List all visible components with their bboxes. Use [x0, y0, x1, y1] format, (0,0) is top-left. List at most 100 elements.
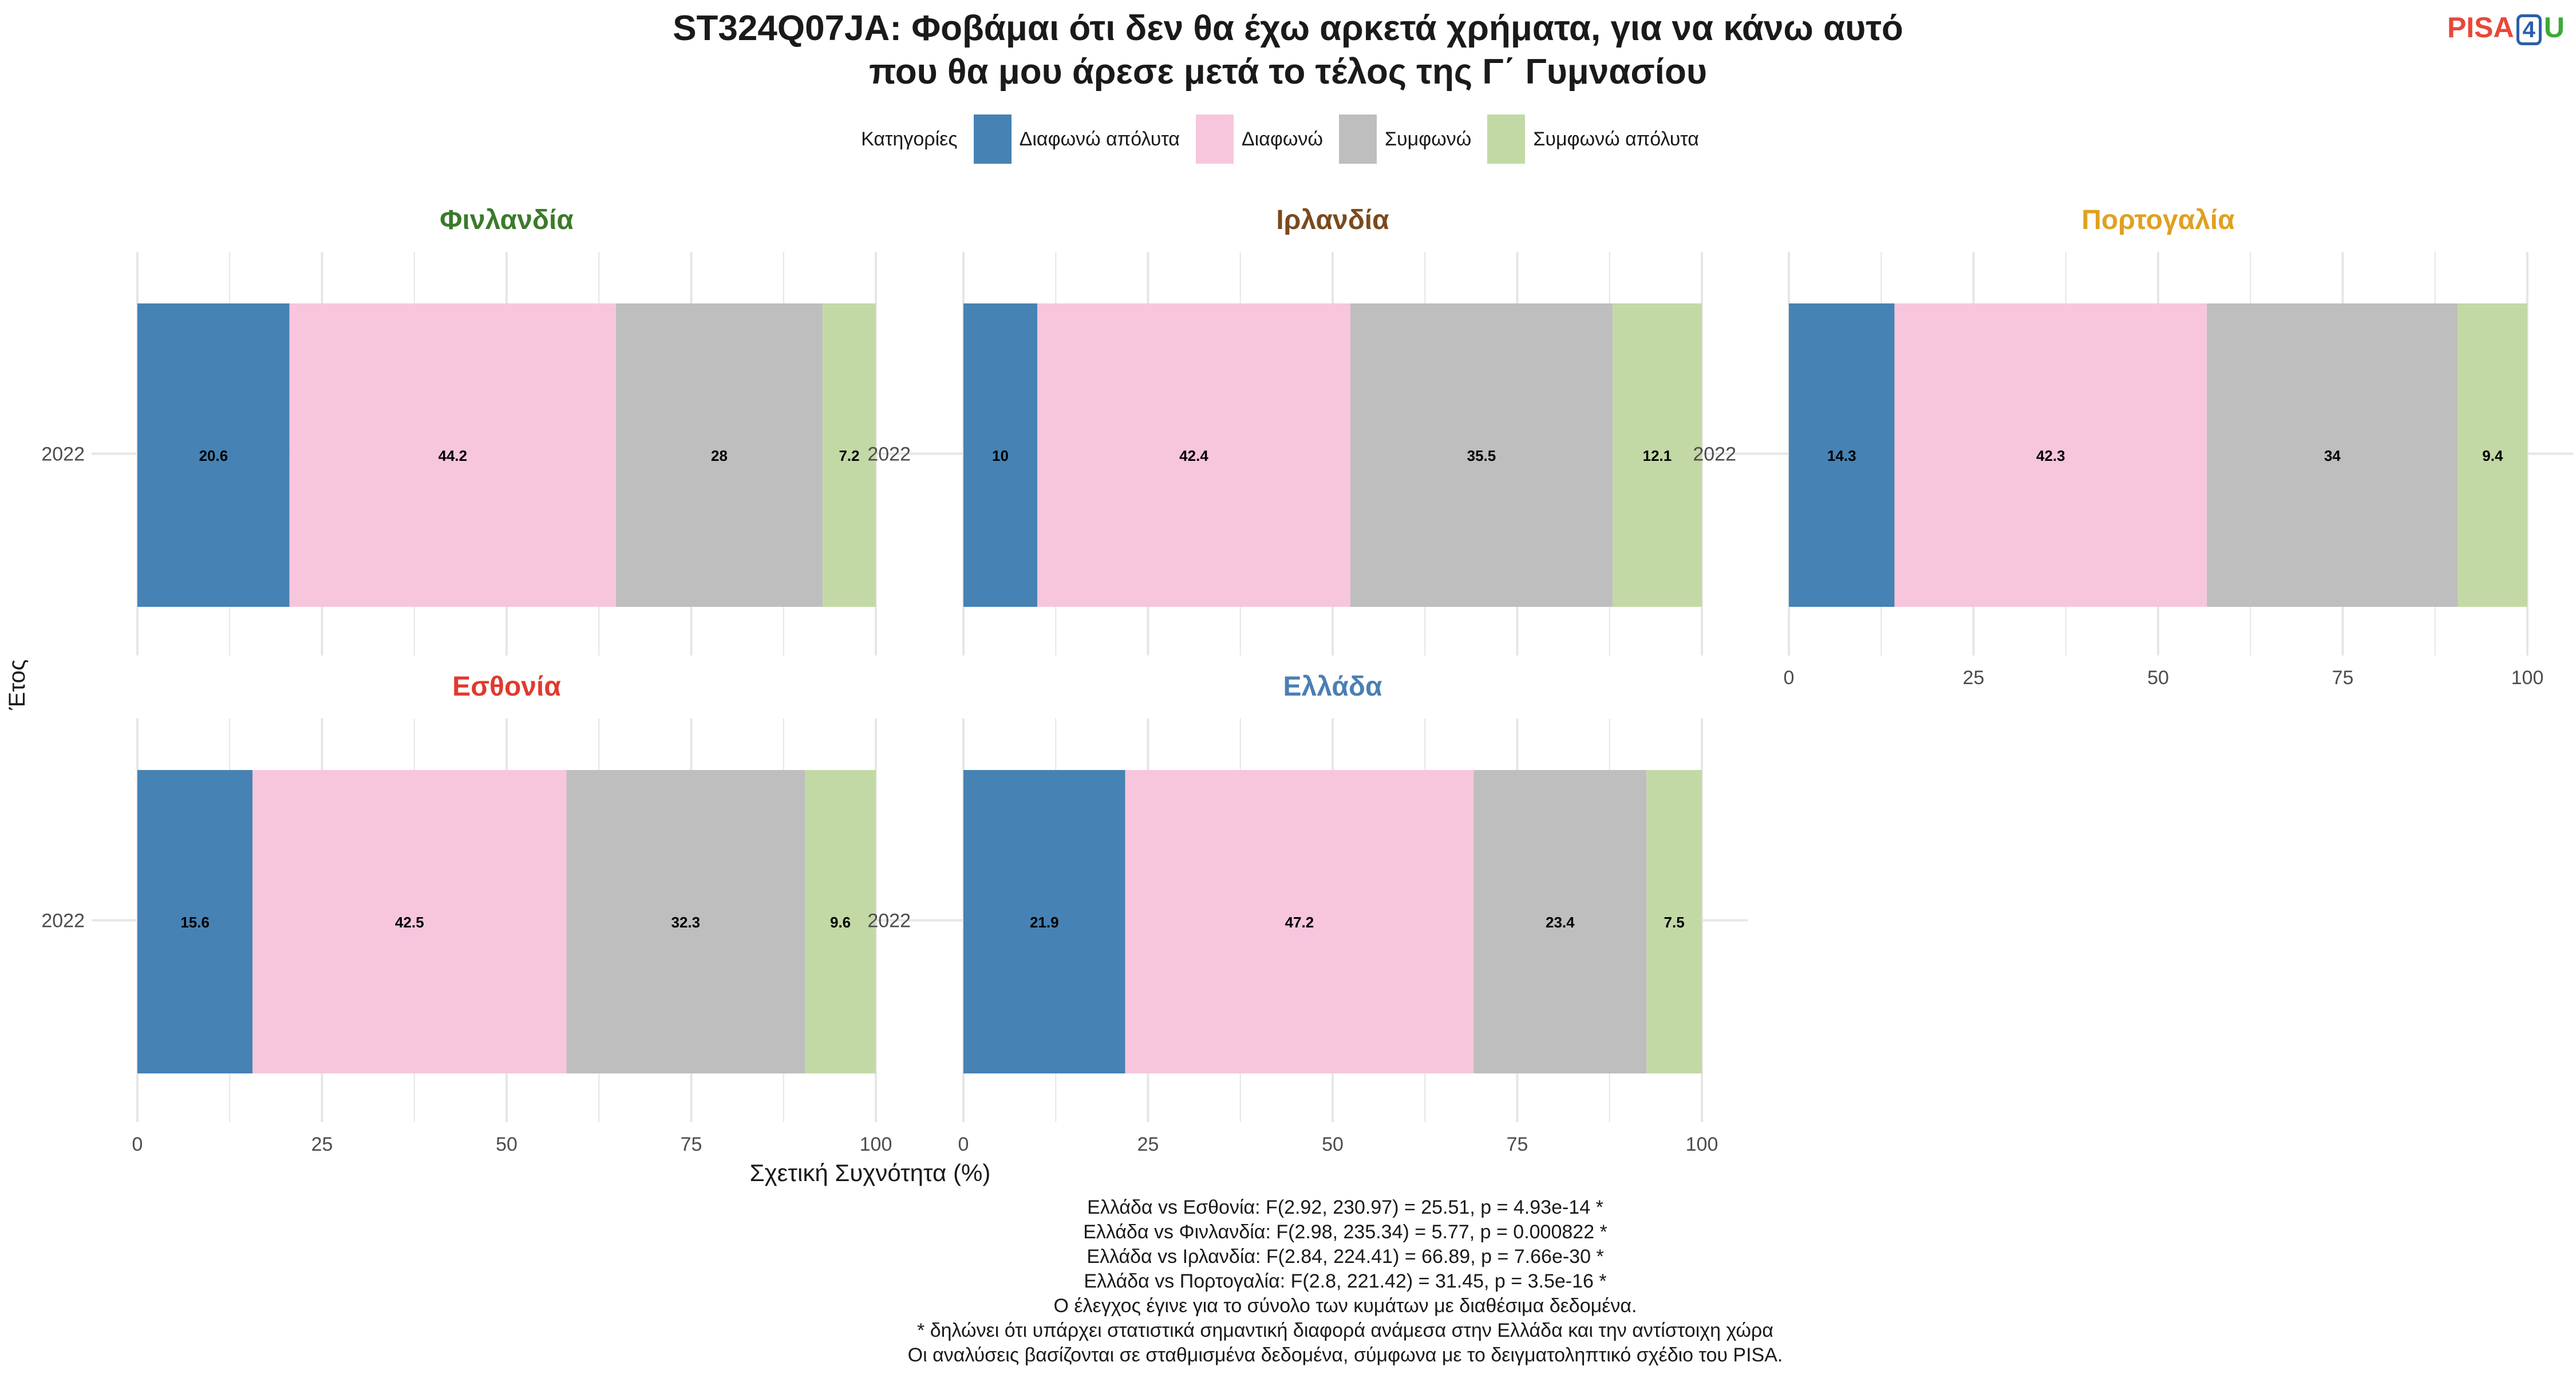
x-tick-label: 0	[1784, 667, 1795, 689]
caption-line: * δηλώνει ότι υπάρχει στατιστικά σημαντι…	[917, 1320, 1773, 1341]
legend-label: Διαφωνώ απόλυτα	[1019, 128, 1180, 150]
x-tick-label: 0	[132, 1134, 143, 1155]
bar-value-label: 14.3	[1827, 447, 1856, 464]
bar-value-label: 12.1	[1643, 447, 1672, 464]
bar-segment	[615, 303, 823, 607]
legend-swatch	[1487, 114, 1526, 164]
title-line-2: που θα μου άρεσε μετά το τέλος της Γ΄ Γυ…	[869, 52, 1707, 92]
legend-item-strongly-agree: Συμφωνώ απόλυτα	[1487, 114, 1699, 164]
bar-value-label: 20.6	[199, 447, 228, 464]
caption-line: Οι αναλύσεις βασίζονται σε σταθμισμένα δ…	[907, 1344, 1783, 1366]
bar-segment	[566, 770, 805, 1073]
y-tick-label: 2022	[1693, 444, 1736, 465]
bar-segment	[1350, 303, 1613, 607]
bar-segment	[252, 770, 567, 1073]
x-tick-label: 25	[1137, 1134, 1159, 1155]
legend-label: Διαφωνώ	[1241, 128, 1323, 150]
bar-value-label: 44.2	[438, 447, 468, 464]
logo-pisa-text: PISA	[2447, 11, 2514, 44]
bar-segment	[805, 770, 876, 1073]
bar-segment	[963, 303, 1037, 607]
bar-segment	[1473, 770, 1647, 1073]
legend-swatch	[1195, 114, 1234, 164]
bar-segment	[2207, 303, 2458, 607]
bar-segment	[2458, 303, 2527, 607]
legend-item-strongly-disagree: Διαφωνώ απόλυτα	[973, 114, 1180, 164]
x-tick-label: 50	[2147, 667, 2169, 689]
facet-title: Ελλάδα	[1283, 672, 1382, 702]
y-tick-label: 2022	[867, 444, 911, 465]
caption-line: Ελλάδα vs Φινλανδία: F(2.98, 235.34) = 5…	[1083, 1221, 1607, 1243]
bar-value-label: 21.9	[1030, 914, 1059, 931]
bar-segment	[963, 770, 1125, 1073]
legend-swatch	[1339, 114, 1377, 164]
x-tick-label: 100	[860, 1134, 892, 1155]
bar-value-label: 42.5	[395, 914, 424, 931]
bar-segment	[289, 303, 616, 607]
bar-value-label: 15.6	[180, 914, 210, 931]
chart-title: ST324Q07JA: Φοβάμαι ότι δεν θα έχω αρκετ…	[0, 7, 2576, 94]
chart-caption: Ελλάδα vs Εσθονία: F(2.92, 230.97) = 25.…	[0, 1195, 2576, 1368]
bar-value-label: 9.6	[830, 914, 851, 931]
y-axis-label: Έτος	[5, 659, 30, 710]
y-tick-label: 2022	[867, 910, 911, 932]
bar-segment	[1612, 303, 1702, 607]
facet-title: Ιρλανδία	[1276, 205, 1389, 235]
caption-line: Ελλάδα vs Εσθονία: F(2.92, 230.97) = 25.…	[1087, 1197, 1603, 1218]
logo-four-box: 4	[2516, 14, 2542, 45]
bar-segment	[1646, 770, 1702, 1073]
x-tick-label: 25	[311, 1134, 333, 1155]
bar-value-label: 32.3	[671, 914, 701, 931]
caption-line: Ελλάδα vs Ιρλανδία: F(2.84, 224.41) = 66…	[1086, 1246, 1604, 1268]
bar-segment	[1894, 303, 2207, 607]
bar-value-label: 42.4	[1179, 447, 1208, 464]
x-tick-label: 75	[681, 1134, 702, 1155]
title-line-1: ST324Q07JA: Φοβάμαι ότι δεν θα έχω αρκετ…	[673, 9, 1903, 48]
bar-segment	[823, 303, 876, 607]
bar-value-label: 9.4	[2482, 447, 2503, 464]
caption-line: Ο έλεγχος έγινε για το σύνολο των κυμάτω…	[1053, 1295, 1637, 1317]
y-tick-label: 2022	[41, 910, 85, 932]
chart-legend: Κατηγορίες Διαφωνώ απόλυτα Διαφωνώ Συμφω…	[0, 114, 2576, 164]
bar-value-label: 10	[992, 447, 1009, 464]
bar-value-label: 23.4	[1546, 914, 1575, 931]
x-axis-label: Σχετική Συχνότητα (%)	[749, 1159, 991, 1186]
x-tick-label: 75	[1507, 1134, 1528, 1155]
facet-panel: Ιρλανδία 2022 10 42.4 35.5 12.1	[867, 205, 1748, 656]
x-tick-label: 100	[1686, 1134, 1718, 1155]
x-tick-label: 0	[958, 1134, 969, 1155]
bar-segment	[137, 303, 290, 607]
legend-label: Συμφωνώ	[1385, 128, 1472, 150]
facet-panel: Φινλανδία 2022 20.6 44.2 28 7.2	[41, 205, 922, 656]
facet-title: Φινλανδία	[440, 205, 574, 235]
bar-segment	[1125, 770, 1474, 1073]
bar-value-label: 28	[711, 447, 728, 464]
legend-item-disagree: Διαφωνώ	[1195, 114, 1323, 164]
caption-line: Ελλάδα vs Πορτογαλία: F(2.8, 221.42) = 3…	[1084, 1270, 1607, 1292]
legend-label: Συμφωνώ απόλυτα	[1533, 128, 1699, 150]
legend-swatch	[973, 114, 1012, 164]
facet-panel: Πορτογαλία 2022 14.3 42.3 34 9.4 0 25 50 75 100	[1693, 205, 2573, 689]
bar-segment	[1789, 303, 1895, 607]
legend-title: Κατηγορίες	[861, 128, 958, 150]
bar-segment	[137, 770, 253, 1073]
x-tick-label: 75	[2332, 667, 2354, 689]
y-tick-label: 2022	[41, 444, 85, 465]
bar-value-label: 7.5	[1664, 914, 1685, 931]
x-tick-label: 25	[1963, 667, 1985, 689]
legend-item-agree: Συμφωνώ	[1339, 114, 1471, 164]
facet-panel: Ελλάδα 2022 21.9 47.2 23.4 7.5 0 25 50 75 100	[867, 672, 1748, 1155]
bar-value-label: 7.2	[839, 447, 859, 464]
bar-value-label: 42.3	[2036, 447, 2065, 464]
bar-segment	[1037, 303, 1350, 607]
x-tick-label: 100	[2511, 667, 2544, 689]
logo-u-text: U	[2543, 11, 2565, 44]
pisa4u-logo: PISA 4 U	[2447, 10, 2565, 47]
bar-value-label: 47.2	[1285, 914, 1314, 931]
facet-title: Εσθονία	[452, 672, 561, 702]
bar-value-label: 35.5	[1467, 447, 1496, 464]
bar-value-label: 34	[2324, 447, 2341, 464]
x-tick-label: 50	[1322, 1134, 1344, 1155]
facet-title: Πορτογαλία	[2081, 205, 2235, 235]
